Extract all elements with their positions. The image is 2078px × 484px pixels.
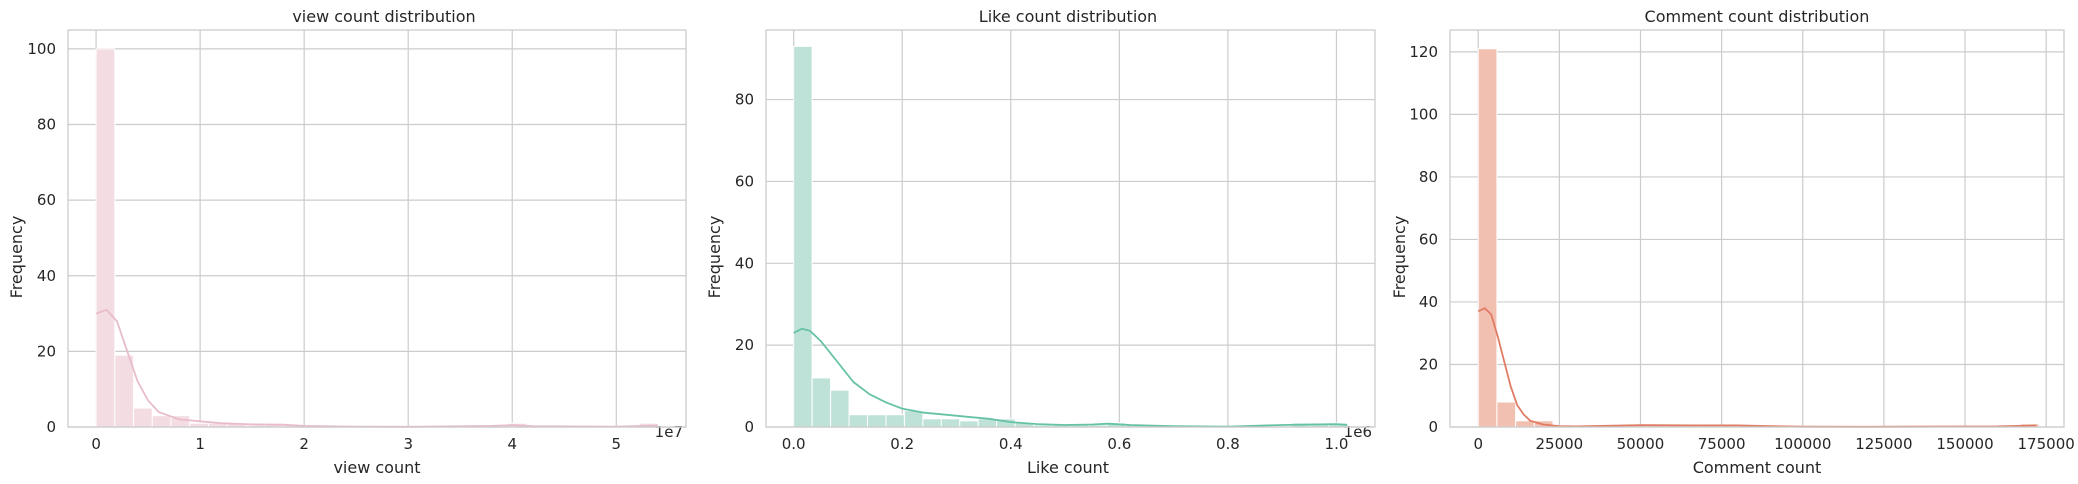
- y-tick-label: 0: [46, 418, 56, 436]
- chart-title: view count distribution: [292, 7, 475, 26]
- histogram-bar: [95, 48, 116, 428]
- y-tick-label: 20: [37, 342, 56, 360]
- chart-title: Like count distribution: [979, 7, 1157, 26]
- x-tick-label: 1.0: [1325, 435, 1349, 453]
- x-tick-label: 0.0: [782, 435, 806, 453]
- kde-line: [95, 308, 658, 428]
- y-tick-label: 20: [735, 336, 754, 354]
- plot-area: [67, 29, 687, 428]
- plot-area: [1449, 29, 2065, 428]
- y-tick-label: 100: [1409, 105, 1438, 123]
- y-tick-label: 120: [1409, 43, 1438, 61]
- histogram-bar: [867, 414, 887, 428]
- x-tick-label: 0.2: [890, 435, 914, 453]
- histogram-bar: [1477, 48, 1498, 428]
- y-tick-label: 60: [1419, 230, 1438, 248]
- x-tick-label: 0: [1473, 435, 1483, 453]
- y-tick-label: 100: [27, 40, 56, 58]
- panel-comment-count: Comment count distribution Comment count…: [1390, 7, 2075, 477]
- panel-like-count: Like count distribution Like count Frequ…: [705, 7, 1376, 477]
- histogram-bar: [830, 389, 850, 428]
- y-tick-label: 20: [1419, 355, 1438, 373]
- y-axis-label: Frequency: [1390, 216, 1409, 299]
- x-tick-label: 0.6: [1107, 435, 1131, 453]
- panel-view-count: view count distribution view count Frequ…: [7, 7, 687, 477]
- x-tick-label: 4: [507, 435, 517, 453]
- histogram-bar: [940, 418, 961, 428]
- histogram-bar: [922, 418, 942, 428]
- histogram-bar: [959, 420, 979, 428]
- histogram-bar: [848, 414, 869, 428]
- y-tick-label: 80: [37, 116, 56, 134]
- y-tick-label: 0: [1428, 418, 1438, 436]
- x-tick-label: 0.4: [999, 435, 1023, 453]
- y-tick-label: 0: [744, 418, 754, 436]
- histogram-bar: [903, 410, 924, 428]
- histogram-bar: [114, 354, 135, 428]
- chart-title: Comment count distribution: [1645, 7, 1870, 26]
- x-axis-label: Like count: [1027, 458, 1109, 477]
- y-axis-label: Frequency: [705, 216, 724, 299]
- x-tick-label: 1: [195, 435, 205, 453]
- x-axis-label: view count: [333, 458, 420, 477]
- x-tick-label: 0.8: [1216, 435, 1240, 453]
- y-tick-label: 80: [1419, 168, 1438, 186]
- x-tick-label: 0: [91, 435, 101, 453]
- x-tick-label: 100000: [1774, 435, 1831, 453]
- histogram-bar: [811, 377, 832, 428]
- x-tick-label: 2: [299, 435, 309, 453]
- x-tick-label: 150000: [1936, 435, 1993, 453]
- axes-frame: [765, 29, 1376, 428]
- histogram-bar: [151, 415, 172, 428]
- y-tick-label: 40: [735, 254, 754, 272]
- y-tick-label: 60: [735, 172, 754, 190]
- histogram-bar: [1496, 401, 1517, 428]
- y-tick-label: 40: [37, 267, 56, 285]
- kde-line: [793, 327, 1348, 428]
- x-tick-label: 50000: [1617, 435, 1665, 453]
- axes-frame: [1449, 29, 2065, 428]
- plot-area: [765, 29, 1376, 428]
- kde-line: [1477, 307, 2037, 428]
- x-tick-label: 3: [403, 435, 413, 453]
- axes-frame: [67, 29, 687, 428]
- y-axis-label: Frequency: [7, 216, 26, 299]
- x-tick-label: 75000: [1698, 435, 1746, 453]
- histogram-bar: [133, 407, 153, 428]
- x-tick-label: 125000: [1855, 435, 1912, 453]
- y-tick-label: 60: [37, 191, 56, 209]
- x-tick-label: 175000: [2018, 435, 2075, 453]
- x-tick-label: 25000: [1536, 435, 1584, 453]
- x-axis-label: Comment count: [1693, 458, 1822, 477]
- histogram-bar: [793, 45, 813, 428]
- x-axis-multiplier: 1e7: [655, 423, 683, 441]
- x-tick-label: 5: [612, 435, 622, 453]
- y-tick-label: 40: [1419, 293, 1438, 311]
- histogram-bar: [885, 414, 905, 428]
- y-tick-label: 80: [735, 91, 754, 109]
